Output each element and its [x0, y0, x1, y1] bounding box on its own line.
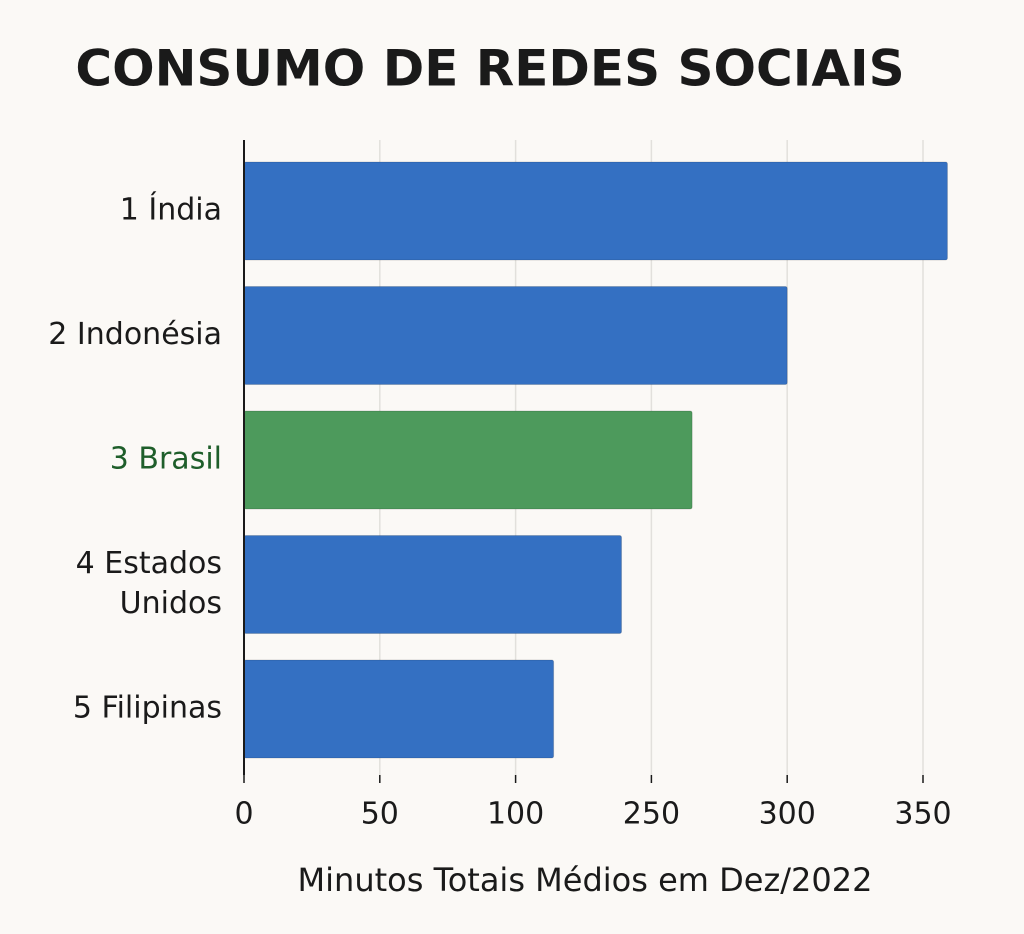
x-tick-label: 50 [361, 797, 399, 832]
x-tick-label: 350 [894, 797, 951, 832]
bar [243, 161, 948, 261]
y-tick-label: 2 Indonésia [48, 317, 222, 352]
bar [243, 659, 555, 759]
y-tick-label: Unidos [120, 586, 222, 621]
y-tick-label: 4 Estados [76, 546, 222, 581]
bar [243, 410, 693, 510]
y-tick-label: 5 Filipinas [73, 691, 222, 726]
chart-title: CONSUMO DE REDES SOCIAIS [75, 40, 904, 98]
bar [243, 535, 623, 634]
x-axis-label: Minutos Totais Médios em Dez/2022 [298, 861, 873, 899]
y-tick-label: 3 Brasil [110, 442, 222, 477]
x-tick-label: 300 [759, 797, 816, 832]
x-tick-label: 250 [623, 797, 680, 832]
x-tick-label: 0 [234, 797, 253, 832]
bar [243, 286, 788, 385]
x-tick-label: 100 [487, 797, 544, 832]
y-tick-label: 1 Índia [120, 192, 222, 228]
